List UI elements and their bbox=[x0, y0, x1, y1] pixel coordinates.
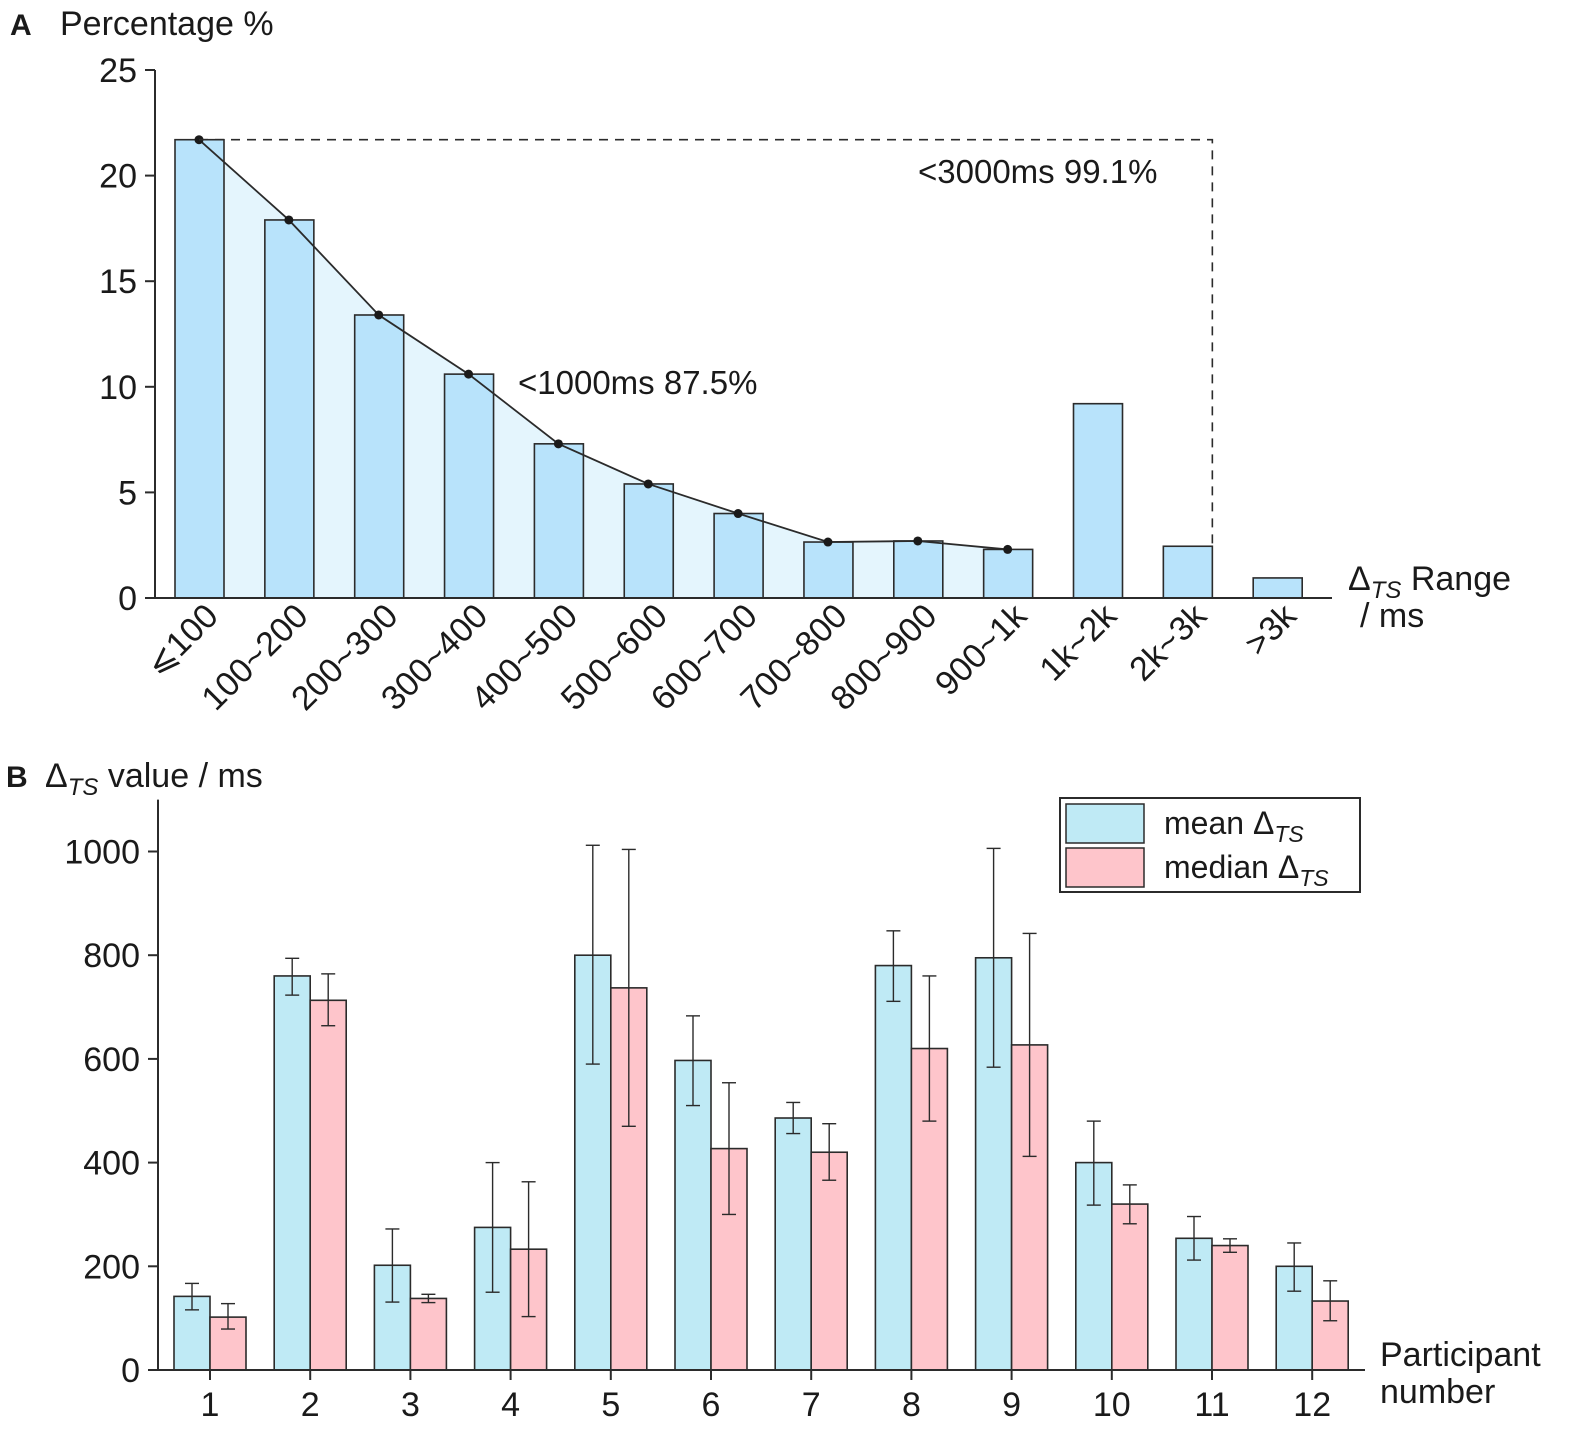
delta-symbol: Δ bbox=[1348, 560, 1371, 598]
trend-point-200~300 bbox=[374, 310, 384, 320]
bar-mean-participant-2 bbox=[273, 975, 312, 1371]
panel-b-ytick-label: 800 bbox=[83, 937, 140, 975]
panel-a-ytick-label: 0 bbox=[118, 580, 137, 618]
panel-a-xtick-label: 1k~2k bbox=[1032, 596, 1124, 688]
panel-b-ytick-label: 400 bbox=[83, 1145, 140, 1183]
panel-b-ytick-label: 0 bbox=[121, 1352, 140, 1390]
panel-b-xtick-label: 8 bbox=[902, 1386, 921, 1424]
panel-b-xtick-label: 1 bbox=[201, 1386, 220, 1424]
legend-median-sub: TS bbox=[1299, 865, 1329, 891]
trend-point-800~900 bbox=[913, 536, 923, 546]
bar-500~600 bbox=[623, 483, 675, 599]
panel-b-xtick-label: 10 bbox=[1093, 1386, 1131, 1424]
bar-mean-participant-6 bbox=[674, 1059, 712, 1371]
dashed-3000ms-bracket bbox=[199, 138, 1214, 547]
panel-b-xtick-label: 12 bbox=[1293, 1386, 1331, 1424]
bar-median-participant-3 bbox=[409, 1297, 448, 1371]
panel-a-xtick-label: 900~1k bbox=[928, 596, 1035, 703]
panel-b-legend: mean ΔTS median ΔTS bbox=[1059, 797, 1361, 893]
trend-point-700~800 bbox=[823, 537, 833, 547]
legend-swatch-median bbox=[1065, 847, 1145, 888]
panel-b-xtick-label: 5 bbox=[601, 1386, 620, 1424]
trend-point-500~600 bbox=[643, 479, 653, 489]
panel-b-xtick-label: 4 bbox=[501, 1386, 520, 1424]
trend-point-900~1k bbox=[1003, 544, 1013, 554]
panel-a-ytick-label: 5 bbox=[118, 474, 137, 512]
panel-b-xtick-label: 7 bbox=[802, 1386, 821, 1424]
panel-b-xtick-label: 3 bbox=[401, 1386, 420, 1424]
range-word: Range bbox=[1401, 560, 1511, 598]
bar-median-participant-10 bbox=[1111, 1203, 1149, 1371]
ts-subscript: TS bbox=[68, 774, 99, 801]
legend-mean-text: mean Δ bbox=[1164, 805, 1274, 841]
panel-b-x-axis-title-line2: number bbox=[1380, 1373, 1495, 1411]
bar-⩽100 bbox=[174, 138, 225, 599]
bar-median-participant-2 bbox=[309, 999, 348, 1371]
ts-subscript: TS bbox=[1371, 577, 1402, 604]
bar-median-participant-11 bbox=[1211, 1244, 1249, 1371]
bar-mean-participant-8 bbox=[874, 964, 913, 1371]
trend-line bbox=[198, 139, 1008, 551]
legend-swatch-mean bbox=[1065, 803, 1145, 844]
panel-a-ytick-label: 15 bbox=[99, 263, 137, 301]
panel-b-xtick-label: 11 bbox=[1194, 1386, 1229, 1424]
bar-800~900 bbox=[892, 540, 944, 599]
panel-b-xtick-label: 6 bbox=[702, 1386, 721, 1424]
panel-a-x-axis-title: ΔTS Range bbox=[1348, 560, 1511, 604]
bar-400~500 bbox=[533, 443, 585, 599]
trend-point-600~700 bbox=[733, 509, 743, 519]
trend-point-400~500 bbox=[553, 439, 563, 449]
legend-label-mean: mean ΔTS bbox=[1164, 805, 1304, 847]
panel-b-ytick-label: 1000 bbox=[64, 834, 140, 872]
trend-point-100~200 bbox=[284, 215, 294, 225]
bar-2k~3k bbox=[1162, 545, 1214, 599]
trend-point-300~400 bbox=[464, 369, 474, 379]
panel-a-xtick-label: >3k bbox=[1238, 596, 1305, 663]
bar-mean-participant-7 bbox=[774, 1117, 813, 1371]
panel-a-y-axis-title: Percentage % bbox=[60, 5, 274, 43]
bar-200~300 bbox=[353, 314, 405, 599]
bar-300~400 bbox=[443, 373, 495, 599]
legend-mean-sub: TS bbox=[1274, 821, 1304, 847]
panel-b-letter: B bbox=[6, 761, 28, 794]
panel-a-letter: A bbox=[10, 9, 32, 42]
panel-b-x-axis-title: Participant bbox=[1380, 1336, 1541, 1374]
panel-b-ytick-label: 600 bbox=[83, 1041, 140, 1079]
annotation-under-3000ms: <3000ms 99.1% bbox=[918, 153, 1157, 190]
bar-900~1k bbox=[982, 548, 1034, 599]
panel-a-ytick-label: 25 bbox=[99, 52, 137, 90]
value-unit-text: value / ms bbox=[98, 757, 262, 795]
delta-symbol: Δ bbox=[45, 757, 68, 795]
panel-b-ytick-label: 200 bbox=[83, 1248, 140, 1286]
bar-700~800 bbox=[803, 541, 854, 599]
panel-a-xtick-label: ⩽100 bbox=[139, 597, 226, 684]
legend-label-median: median ΔTS bbox=[1164, 849, 1329, 891]
panel-a-ytick-label: 20 bbox=[99, 158, 137, 196]
bar-600~700 bbox=[713, 512, 764, 599]
panel-a-ytick-label: 10 bbox=[99, 369, 137, 407]
annotation-under-1000ms: <1000ms 87.5% bbox=[518, 364, 757, 401]
panel-b-y-axis-title: ΔTS value / ms bbox=[45, 757, 263, 801]
panel-a-x-axis-unit: / ms bbox=[1360, 597, 1424, 635]
bar-100~200 bbox=[264, 219, 315, 599]
panel-a-xtick-label: 2k~3k bbox=[1122, 596, 1214, 688]
panel-b-xtick-label: 9 bbox=[1002, 1386, 1021, 1424]
bar-median-participant-7 bbox=[810, 1151, 849, 1371]
bar-1k~2k bbox=[1072, 402, 1124, 599]
bar->3k bbox=[1252, 577, 1303, 599]
panel-b-xtick-label: 2 bbox=[301, 1386, 320, 1424]
legend-median-text: median Δ bbox=[1164, 849, 1299, 885]
